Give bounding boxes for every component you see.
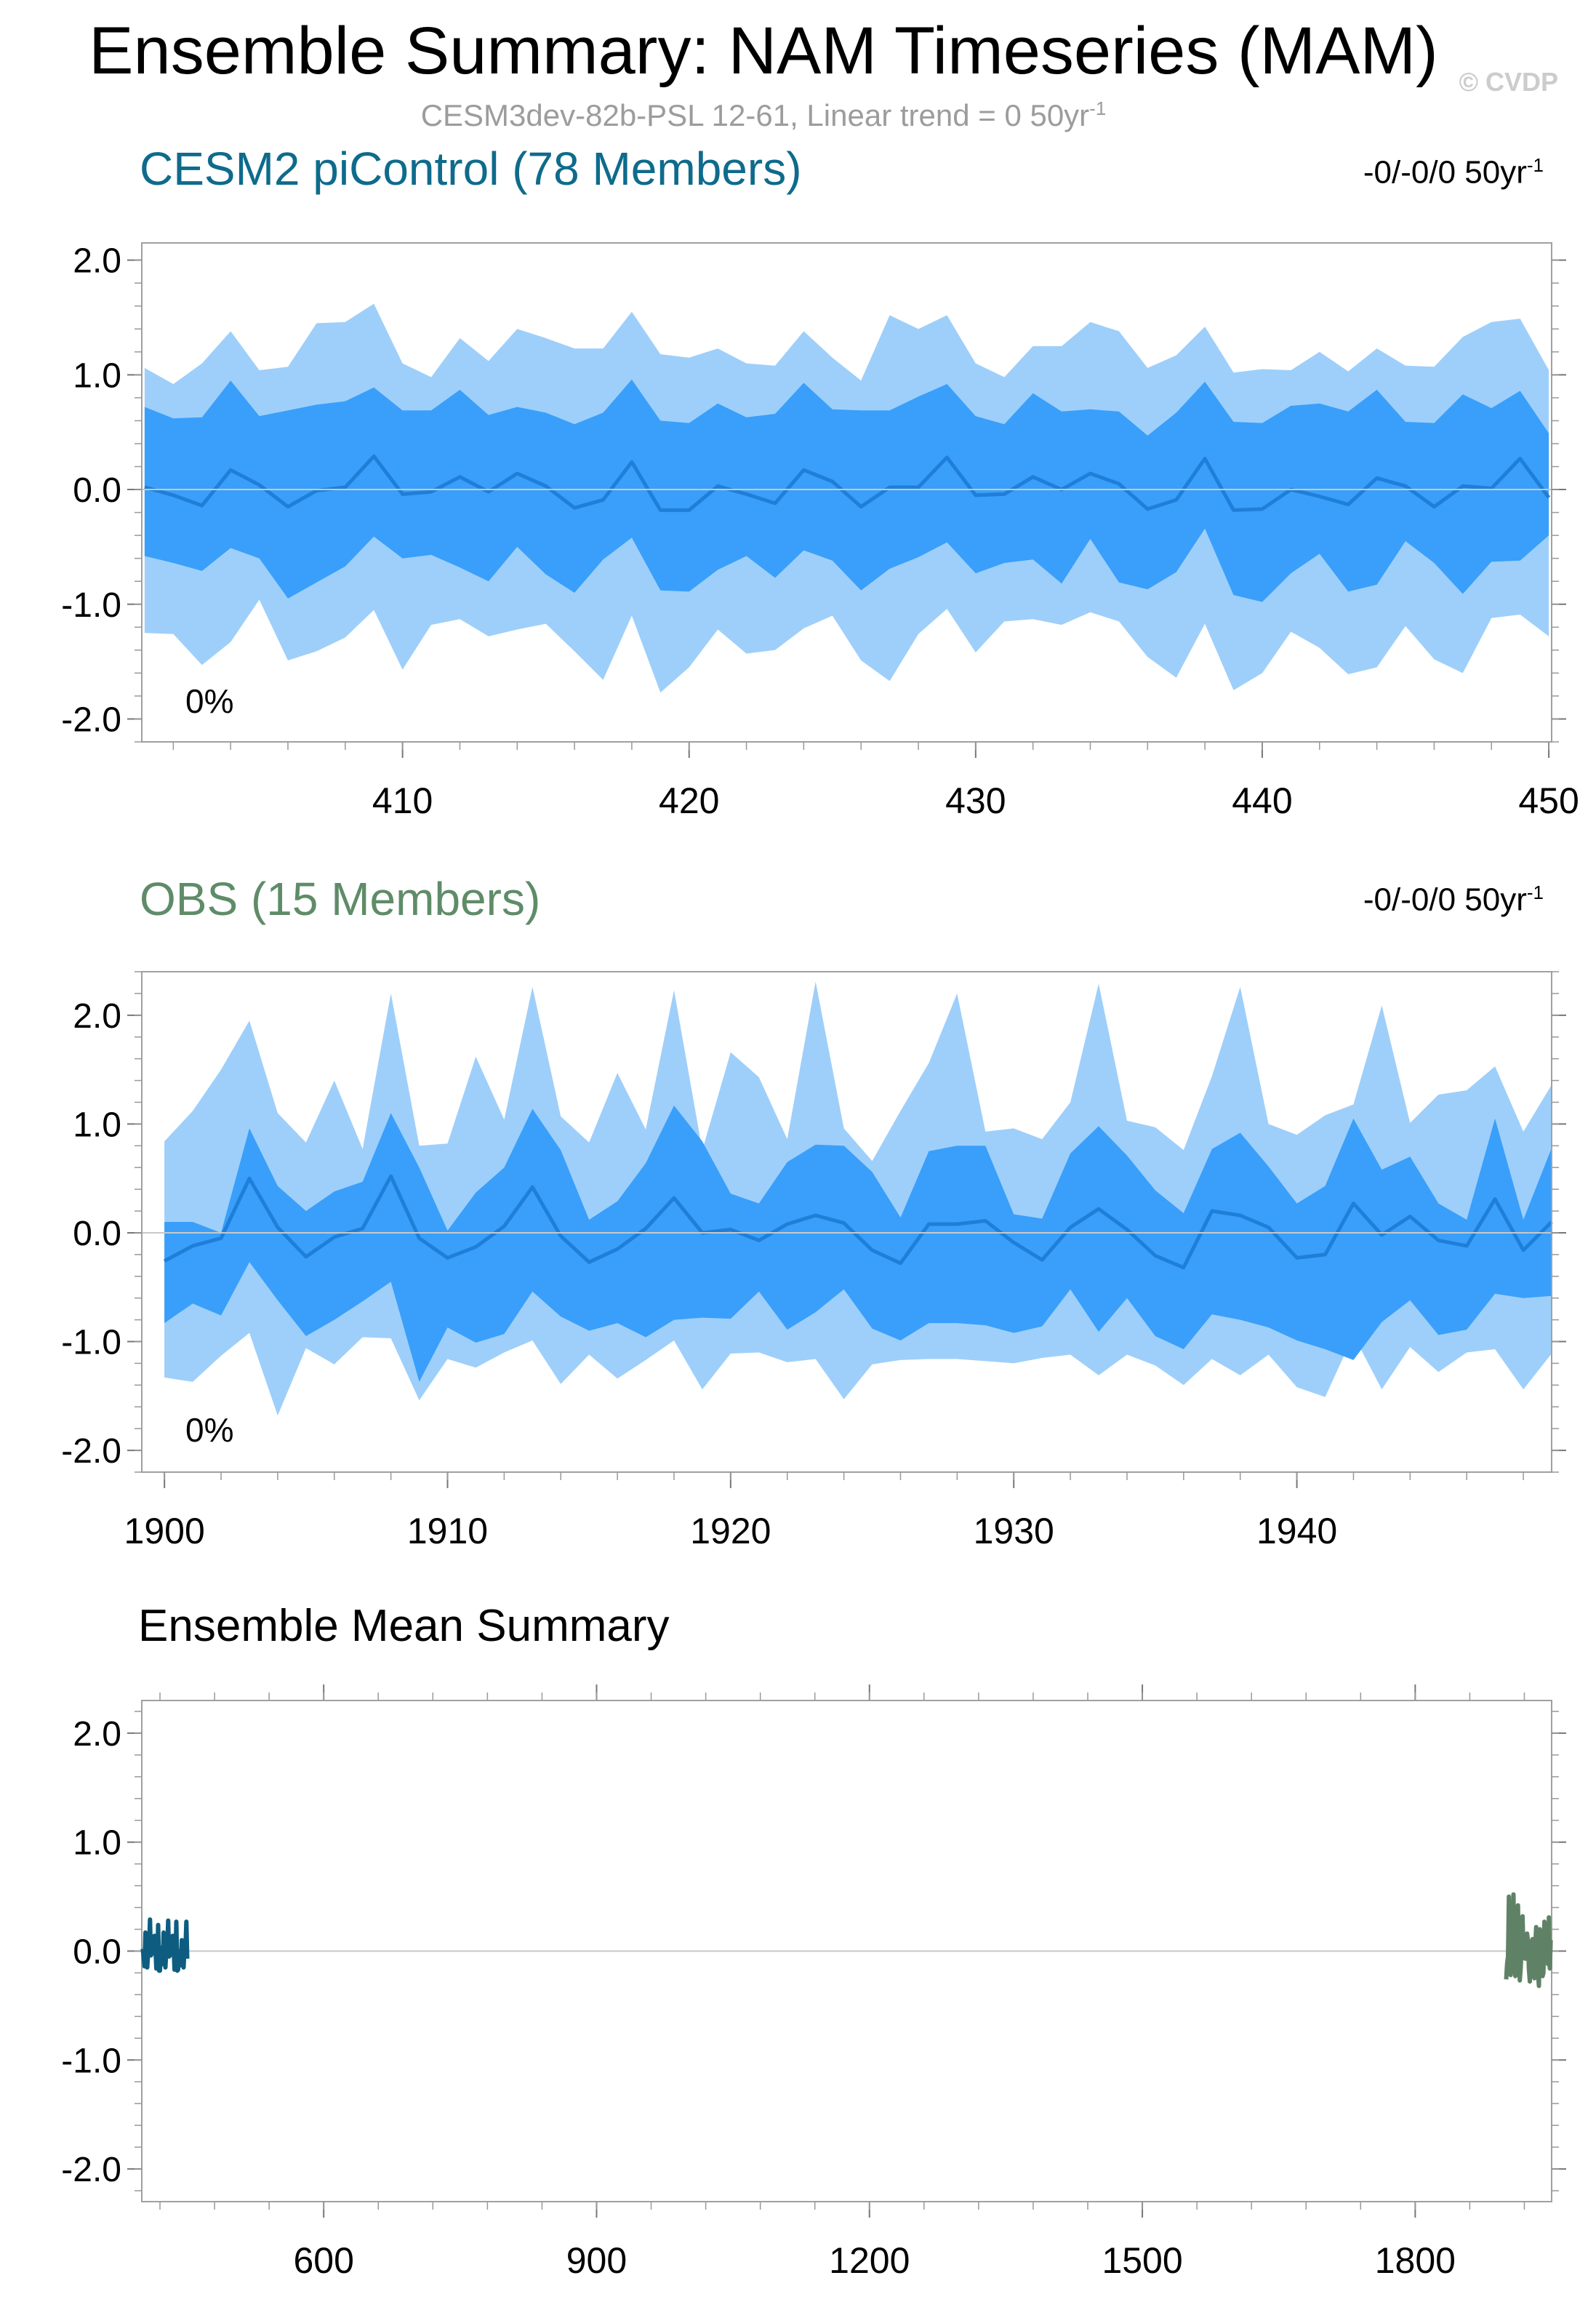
y-tick-label: 0.0 — [73, 1215, 121, 1253]
x-tick-label: 900 — [566, 2240, 627, 2281]
subtitle-superscript: -1 — [1089, 97, 1107, 119]
ensemble-mean-series — [140, 1917, 190, 1973]
y-tick-label: 1.0 — [73, 1106, 121, 1144]
copyright-label: © CVDP — [1459, 67, 1558, 97]
panel-3-plot: 2.0 1.0 0.0 -1.0 -2.0 600 900 1200 1500 1800 — [61, 1684, 1566, 2281]
inner-range-band — [144, 379, 1549, 602]
panel-2-trend-superscript: -1 — [1526, 882, 1544, 903]
panel-2-plot: 2.0 1.0 0.0 -1.0 -2.0 1900 1910 1920 1930 1940 0% — [61, 971, 1566, 1551]
x-tick-label: 1800 — [1375, 2240, 1456, 2281]
x-tick-label: 1500 — [1102, 2240, 1182, 2281]
panel-2-title: OBS (15 Members) — [140, 873, 541, 925]
panel-2-trend: -0/-0/0 50yr-1 — [1363, 882, 1544, 919]
y-tick-label: -2.0 — [61, 1432, 121, 1471]
y-tick-label: -1.0 — [61, 586, 121, 625]
plot-frame — [141, 971, 1552, 1473]
x-tick-label: 410 — [372, 780, 433, 821]
subtitle: CESM3dev-82b-PSL 12-61, Linear trend = 0… — [0, 97, 1527, 133]
percent-label: 0% — [185, 682, 233, 720]
panel-3-title: Ensemble Mean Summary — [138, 1601, 670, 1651]
y-tick-label: 1.0 — [73, 1824, 121, 1863]
y-tick-label: -2.0 — [61, 2151, 121, 2189]
y-tick-label: -1.0 — [61, 2042, 121, 2080]
ensemble-mean-line — [144, 454, 1551, 512]
x-tick-label: 1200 — [829, 2240, 910, 2281]
x-tick-label: 1910 — [407, 1511, 488, 1551]
x-tick-label: 1920 — [690, 1511, 771, 1551]
x-tick-label: 420 — [659, 780, 719, 821]
x-tick-label: 1940 — [1256, 1511, 1337, 1551]
ensemble-mean-line — [163, 1174, 1553, 1270]
y-tick-label: -2.0 — [61, 700, 121, 739]
y-tick-label: -1.0 — [61, 1324, 121, 1362]
plot-frame — [141, 242, 1552, 743]
ensemble-mean-series — [1504, 1892, 1553, 1989]
x-tick-label: 450 — [1518, 780, 1579, 821]
x-tick-label: 1900 — [124, 1511, 205, 1551]
percent-label: 0% — [185, 1411, 233, 1449]
panel-1-trend-superscript: -1 — [1526, 154, 1544, 176]
y-tick-label: 2.0 — [73, 242, 121, 281]
subtitle-text: CESM3dev-82b-PSL 12-61, Linear trend = 0… — [420, 98, 1090, 132]
panel-1-trend-text: -0/-0/0 50yr — [1363, 154, 1527, 191]
y-tick-label: 2.0 — [73, 997, 121, 1036]
main-title: Ensemble Summary: NAM Timeseries (MAM) — [89, 14, 1438, 88]
y-tick-label: 1.0 — [73, 356, 121, 395]
x-tick-label: 440 — [1232, 780, 1292, 821]
inner-range-band — [164, 1106, 1552, 1382]
x-tick-label: 430 — [945, 780, 1006, 821]
panel-2-trend-text: -0/-0/0 50yr — [1363, 882, 1527, 918]
x-tick-label: 1930 — [974, 1511, 1054, 1551]
panel-1-title: CESM2 piControl (78 Members) — [140, 143, 802, 195]
panel-1-plot: 2.0 1.0 0.0 -1.0 -2.0 410 420 430 440 450 0% — [61, 242, 1579, 821]
y-tick-label: 2.0 — [73, 1715, 121, 1754]
y-tick-label: 0.0 — [73, 471, 121, 510]
x-tick-label: 600 — [293, 2240, 353, 2281]
y-tick-label: 0.0 — [73, 1933, 121, 1972]
panel-1-trend: -0/-0/0 50yr-1 — [1363, 154, 1544, 191]
